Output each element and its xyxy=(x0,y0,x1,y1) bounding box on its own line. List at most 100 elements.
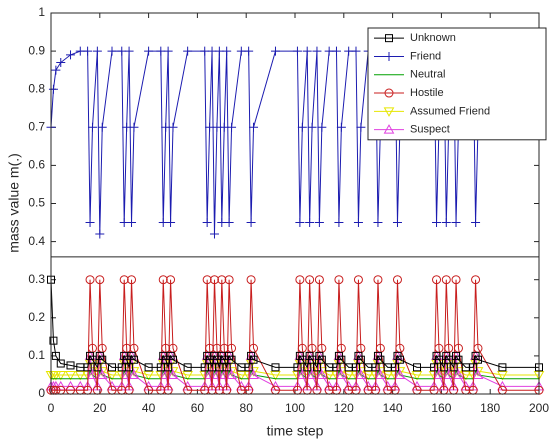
marker xyxy=(246,275,256,285)
marker xyxy=(355,369,367,379)
marker xyxy=(351,46,361,56)
marker xyxy=(293,363,302,372)
marker xyxy=(119,275,129,285)
marker xyxy=(144,46,154,56)
marker xyxy=(430,363,439,372)
marker xyxy=(270,370,281,381)
marker xyxy=(108,363,116,372)
marker xyxy=(211,369,223,379)
marker xyxy=(371,363,380,372)
y-tick-label: 0.9 xyxy=(28,43,45,57)
marker xyxy=(375,369,386,379)
marker xyxy=(127,218,137,228)
marker xyxy=(383,124,395,134)
marker xyxy=(49,336,58,345)
marker xyxy=(160,369,172,379)
legend-label: Assumed Friend xyxy=(410,105,490,117)
marker xyxy=(352,363,360,372)
marker xyxy=(168,122,178,132)
marker xyxy=(394,369,406,379)
x-tick-label: 120 xyxy=(334,401,354,415)
marker xyxy=(306,369,318,379)
marker xyxy=(87,369,98,379)
marker xyxy=(295,275,305,285)
marker xyxy=(128,369,140,379)
marker xyxy=(51,65,61,75)
marker xyxy=(129,355,138,364)
marker xyxy=(295,218,305,228)
marker xyxy=(51,351,60,360)
marker xyxy=(413,363,421,372)
marker xyxy=(224,218,234,228)
marker xyxy=(336,369,347,379)
x-tick-label: 80 xyxy=(240,401,254,415)
marker xyxy=(270,46,280,56)
marker xyxy=(249,122,259,132)
marker xyxy=(248,369,259,379)
marker xyxy=(169,355,177,364)
x-axis-label: time step xyxy=(267,423,324,439)
marker xyxy=(98,355,107,364)
marker xyxy=(383,107,395,117)
marker xyxy=(83,363,92,372)
marker xyxy=(331,46,341,56)
y-axis-label: mass value m(.) xyxy=(6,153,22,253)
marker xyxy=(391,363,400,372)
marker xyxy=(451,218,461,228)
marker xyxy=(235,370,247,381)
marker xyxy=(166,275,176,285)
y-tick-label: 0.7 xyxy=(28,119,45,133)
marker xyxy=(384,88,394,98)
y-tick-label: 0.3 xyxy=(28,272,45,286)
y-tick-label: 0.5 xyxy=(28,196,45,210)
marker xyxy=(336,122,346,132)
marker xyxy=(439,363,448,372)
marker xyxy=(317,355,326,364)
marker xyxy=(443,369,455,379)
marker xyxy=(314,275,324,285)
marker xyxy=(441,275,451,285)
marker xyxy=(441,218,451,228)
marker xyxy=(93,363,102,372)
legend-label: Suspect xyxy=(410,124,450,136)
marker xyxy=(303,363,312,372)
marker xyxy=(314,218,324,228)
x-tick-label: 100 xyxy=(285,401,305,415)
marker xyxy=(127,275,137,285)
marker xyxy=(472,369,484,379)
legend-label: Unknown xyxy=(410,32,456,44)
y-tick-label: 0.8 xyxy=(28,81,45,95)
marker xyxy=(376,355,385,364)
marker xyxy=(158,275,168,285)
marker xyxy=(332,363,341,372)
marker xyxy=(271,363,280,372)
marker xyxy=(249,355,258,364)
marker xyxy=(83,46,93,56)
marker xyxy=(356,122,366,132)
marker xyxy=(373,275,383,285)
marker xyxy=(469,363,478,372)
marker xyxy=(385,34,393,43)
marker xyxy=(124,46,134,56)
marker xyxy=(353,218,363,228)
marker xyxy=(96,369,108,379)
marker xyxy=(48,84,58,94)
marker xyxy=(334,275,344,285)
marker xyxy=(337,355,346,364)
x-tick-label: 0 xyxy=(48,401,55,415)
marker xyxy=(65,370,76,381)
marker xyxy=(85,218,95,228)
marker xyxy=(56,359,65,368)
marker xyxy=(164,363,173,372)
marker xyxy=(95,229,105,239)
marker xyxy=(97,122,107,132)
marker xyxy=(317,122,327,132)
axes-box xyxy=(50,12,540,395)
marker xyxy=(471,275,481,285)
marker xyxy=(107,46,117,56)
marker xyxy=(66,50,76,60)
marker xyxy=(66,361,75,370)
marker xyxy=(224,275,234,285)
x-tick-label: 20 xyxy=(93,401,107,415)
marker xyxy=(166,218,176,228)
